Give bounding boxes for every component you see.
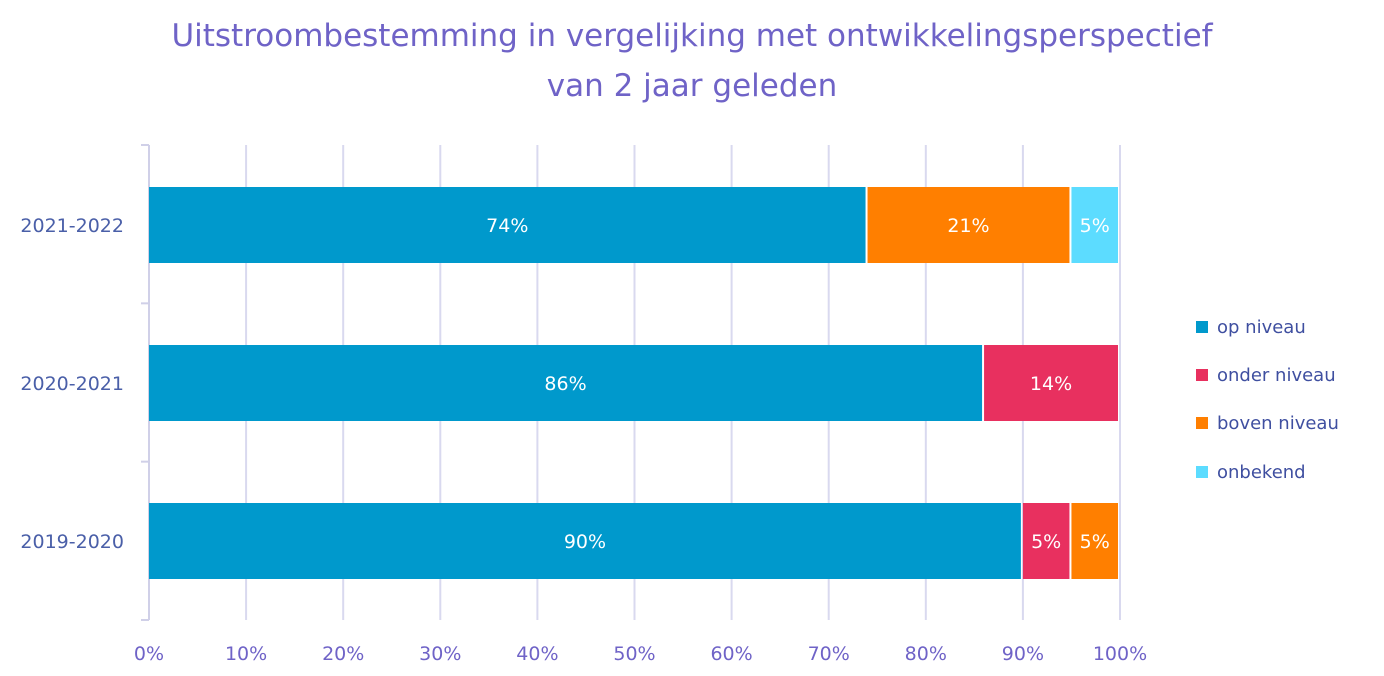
x-tick-label: 90% <box>1002 643 1044 665</box>
x-tick-label: 10% <box>225 643 267 665</box>
data-label: 5% <box>1080 531 1110 553</box>
data-label: 5% <box>1080 215 1110 237</box>
x-tick-label: 60% <box>710 643 752 665</box>
x-tick-label: 50% <box>613 643 655 665</box>
bar-segment-boven-niveau <box>867 187 1070 263</box>
data-label: 90% <box>564 531 606 553</box>
bar-segment-onder-niveau <box>984 345 1118 421</box>
bar-segment-op-niveau <box>149 187 866 263</box>
x-tick-label: 30% <box>419 643 461 665</box>
category-label: 2019-2020 <box>20 531 124 553</box>
legend-label: op niveau <box>1217 317 1306 338</box>
bar-segment-op-niveau <box>149 345 983 421</box>
legend-swatch <box>1196 369 1208 381</box>
x-tick-label: 0% <box>134 643 164 665</box>
legend-swatch <box>1196 321 1208 333</box>
x-tick-label: 20% <box>322 643 364 665</box>
chart-title-line-1: Uitstroombestemming in vergelijking met … <box>171 18 1213 54</box>
bar-segment-op-niveau <box>149 503 1021 579</box>
legend-swatch <box>1196 466 1208 478</box>
legend-swatch <box>1196 417 1208 429</box>
x-tick-label: 40% <box>516 643 558 665</box>
legend-label: boven niveau <box>1217 413 1339 434</box>
bar-segment-onder-niveau <box>1022 503 1070 579</box>
data-label: 5% <box>1031 531 1061 553</box>
x-tick-label: 80% <box>905 643 947 665</box>
category-label: 2021-2022 <box>20 215 124 237</box>
x-tick-label: 100% <box>1093 643 1147 665</box>
category-label: 2020-2021 <box>20 373 124 395</box>
x-tick-label: 70% <box>808 643 850 665</box>
data-label: 21% <box>947 215 989 237</box>
chart-title-line-2: van 2 jaar geleden <box>546 68 838 104</box>
data-label: 74% <box>486 215 528 237</box>
legend-label: onbekend <box>1217 462 1306 483</box>
bar-segment-onbekend <box>1071 187 1118 263</box>
bar-segment-boven-niveau <box>1071 503 1118 579</box>
data-label: 86% <box>544 373 586 395</box>
data-label: 14% <box>1030 373 1072 395</box>
legend-label: onder niveau <box>1217 365 1336 386</box>
